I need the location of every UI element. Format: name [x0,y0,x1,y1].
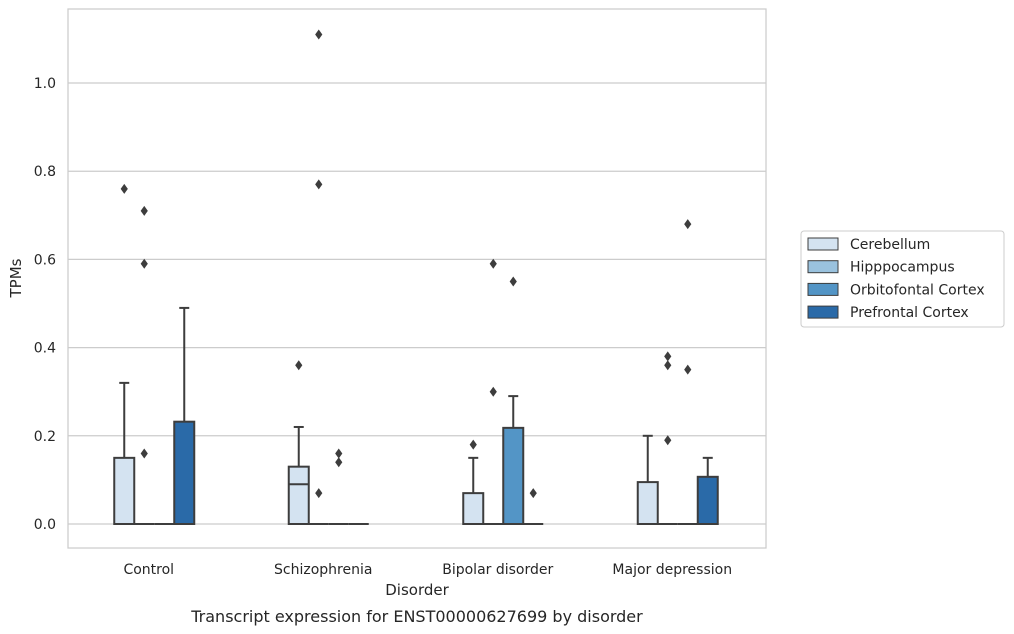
outlier-point [140,448,148,459]
grid-lines [68,82,766,525]
y-tick-label: 0.8 [34,164,56,180]
outlier-point [140,205,148,216]
x-tick-label: Schizophrenia [274,562,372,578]
box-prefrontal-cortex [173,306,196,525]
y-tick-label: 0.4 [34,341,56,357]
legend-swatch [807,260,839,274]
outlier-point [315,179,323,190]
outlier-point [140,258,148,269]
legend-swatch [807,282,839,296]
x-tick-label: Major depression [612,562,732,578]
outlier-point [120,183,128,194]
y-tick-label: 0.0 [34,517,56,533]
y-tick-label: 0.2 [34,429,56,445]
box-orbitofontal-cortex [677,219,698,525]
legend-frame [800,230,1005,328]
outlier-point [335,457,343,468]
outlier-point [509,276,517,287]
outlier-point [664,351,672,362]
x-tick-labels: Control Schizophrenia Bipolar disorder Majo… [123,562,732,578]
box-cerebellum [462,439,485,526]
y-axis-title: TPMs [7,258,25,298]
legend-swatch [807,237,839,251]
box-orbitofontal-cortex [502,276,525,525]
outlier-point [529,488,537,499]
legend-label: Hipppocampus [850,260,955,276]
y-tick-label: 0.6 [34,252,56,268]
legend-label: Cerebellum [850,237,930,253]
box-body [462,492,485,526]
legend-swatch [807,305,839,319]
box-orbitofontal-cortex [328,448,349,525]
outlier-point [295,360,303,371]
outlier-point [315,488,323,499]
box-body [173,420,196,525]
box-body [113,456,136,526]
x-tick-label: Bipolar disorder [442,562,553,578]
box-body [287,465,310,526]
box-prefrontal-cortex [523,488,544,525]
outlier-point [335,448,343,459]
outlier-point [489,386,497,397]
box-hipppocampus [134,205,155,525]
y-tick-label: 1.0 [34,76,56,92]
chart-caption: Transcript expression for ENST0000062769… [190,607,643,626]
legend: Cerebellum Hipppocampus Orbitofontal Corte… [800,230,1005,328]
y-tick-labels: 0.0 0.2 0.4 0.6 0.8 1.0 [34,76,56,533]
outlier-point [664,435,672,446]
box-hipppocampus [483,258,504,525]
outlier-point [664,360,672,371]
outlier-point [489,258,497,269]
box-cerebellum [113,183,136,526]
box-hipppocampus [657,351,678,525]
x-tick-label: Control [123,562,174,578]
plot-frame [67,8,767,549]
box-body [636,481,659,526]
outlier-point [315,29,323,40]
box-series [113,29,719,526]
box-body [696,475,719,525]
box-cerebellum [287,360,310,526]
x-axis-title: Disorder [385,581,449,599]
legend-label: Prefrontal Cortex [850,305,969,321]
outlier-point [684,219,692,230]
box-prefrontal-cortex [696,456,719,525]
box-hipppocampus [308,29,329,525]
outlier-point [469,439,477,450]
box-body [502,426,525,525]
outlier-point [684,364,692,375]
box-cerebellum [636,434,659,526]
legend-label: Orbitofontal Cortex [850,282,985,298]
